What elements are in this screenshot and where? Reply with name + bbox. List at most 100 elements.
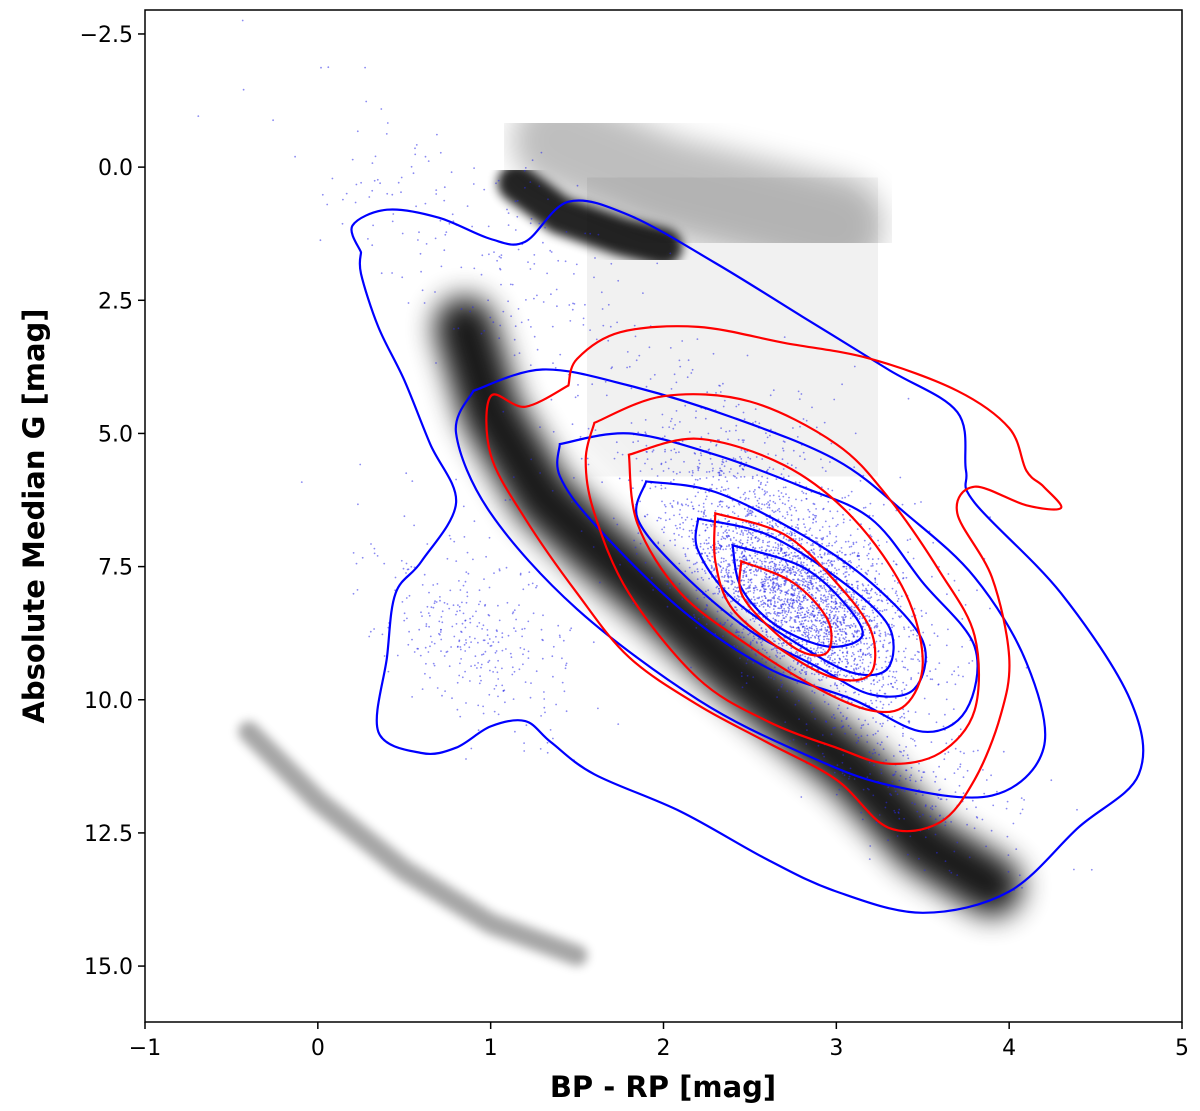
scatter-point — [693, 614, 695, 616]
scatter-point — [802, 569, 805, 571]
scatter-point — [459, 609, 461, 612]
scatter-point — [1021, 808, 1024, 811]
scatter-point — [802, 596, 805, 599]
scatter-point — [850, 665, 853, 667]
scatter-point — [851, 632, 854, 635]
scatter-point — [772, 589, 775, 592]
scatter-point — [737, 403, 740, 406]
scatter-point — [617, 723, 620, 725]
scatter-point — [857, 650, 860, 653]
scatter-point — [922, 631, 925, 634]
scatter-point — [957, 666, 960, 668]
scatter-point — [946, 681, 948, 684]
scatter-point — [805, 530, 808, 532]
scatter-point — [805, 671, 808, 673]
scatter-point — [847, 661, 850, 664]
scatter-point — [836, 643, 838, 646]
scatter-point — [453, 540, 456, 543]
scatter-point — [750, 538, 753, 541]
scatter-point — [828, 593, 831, 595]
scatter-point — [514, 325, 517, 328]
scatter-point — [717, 532, 720, 534]
scatter-point — [826, 579, 829, 581]
scatter-point — [686, 516, 689, 519]
scatter-point — [868, 652, 870, 655]
scatter-point — [873, 632, 876, 634]
scatter-point — [870, 596, 873, 599]
scatter-point — [691, 571, 693, 574]
scatter-point — [757, 480, 760, 482]
scatter-point — [752, 546, 755, 549]
scatter-point — [754, 653, 757, 655]
scatter-point — [822, 648, 825, 651]
scatter-point — [419, 252, 422, 255]
scatter-point — [675, 381, 678, 384]
scatter-point — [845, 646, 848, 649]
scatter-point — [774, 542, 777, 544]
scatter-point — [704, 608, 706, 611]
scatter-point — [697, 510, 700, 513]
scatter-point — [899, 616, 901, 619]
scatter-point — [825, 676, 828, 679]
scatter-point — [811, 613, 814, 615]
scatter-point — [536, 294, 538, 297]
scatter-point — [795, 509, 798, 512]
scatter-point — [544, 711, 546, 714]
scatter-point — [441, 621, 444, 624]
scatter-point — [866, 647, 869, 650]
scatter-point — [705, 539, 708, 542]
scatter-point — [546, 272, 548, 275]
scatter-point — [847, 583, 850, 585]
scatter-point — [876, 599, 879, 602]
scatter-point — [961, 645, 963, 648]
scatter-point — [805, 673, 807, 675]
scatter-point — [861, 617, 864, 620]
scatter-point — [832, 623, 835, 625]
scatter-point — [1018, 874, 1021, 877]
scatter-point — [584, 303, 586, 306]
scatter-point — [832, 601, 835, 604]
scatter-point — [817, 635, 820, 638]
scatter-point — [720, 525, 723, 528]
scatter-point — [856, 584, 859, 587]
scatter-point — [872, 733, 875, 736]
scatter-point — [820, 641, 823, 644]
scatter-point — [579, 435, 582, 438]
contour-red-2 — [584, 393, 980, 765]
scatter-point — [811, 620, 813, 623]
scatter-point — [730, 583, 733, 586]
scatter-point — [743, 584, 746, 586]
scatter-point — [565, 662, 568, 665]
scatter-point — [725, 529, 728, 531]
scatter-point — [497, 678, 500, 680]
scatter-point — [741, 521, 744, 524]
scatter-point — [704, 590, 707, 593]
scatter-point — [870, 588, 873, 590]
scatter-point — [849, 626, 851, 629]
scatter-point — [859, 640, 862, 643]
scatter-point — [786, 576, 788, 578]
scatter-point — [828, 643, 830, 646]
scatter-point — [727, 487, 730, 490]
scatter-point — [804, 595, 807, 598]
scatter-point — [715, 576, 717, 578]
scatter-point — [826, 635, 829, 638]
density-halo — [421, 12, 1044, 641]
scatter-point — [791, 525, 793, 528]
scatter-point — [674, 539, 676, 541]
scatter-point — [800, 393, 803, 395]
scatter-point — [702, 506, 705, 508]
scatter-point — [779, 550, 782, 553]
scatter-point — [829, 532, 831, 535]
scatter-point — [696, 479, 699, 481]
scatter-point — [802, 418, 805, 420]
scatter-point — [660, 487, 663, 490]
scatter-point — [869, 773, 871, 775]
scatter-point — [742, 534, 744, 536]
scatter-point — [737, 438, 740, 441]
scatter-point — [766, 522, 769, 524]
scatter-point — [903, 790, 906, 792]
scatter-point — [862, 637, 864, 640]
scatter-point — [617, 279, 620, 282]
scatter-point — [881, 666, 883, 669]
